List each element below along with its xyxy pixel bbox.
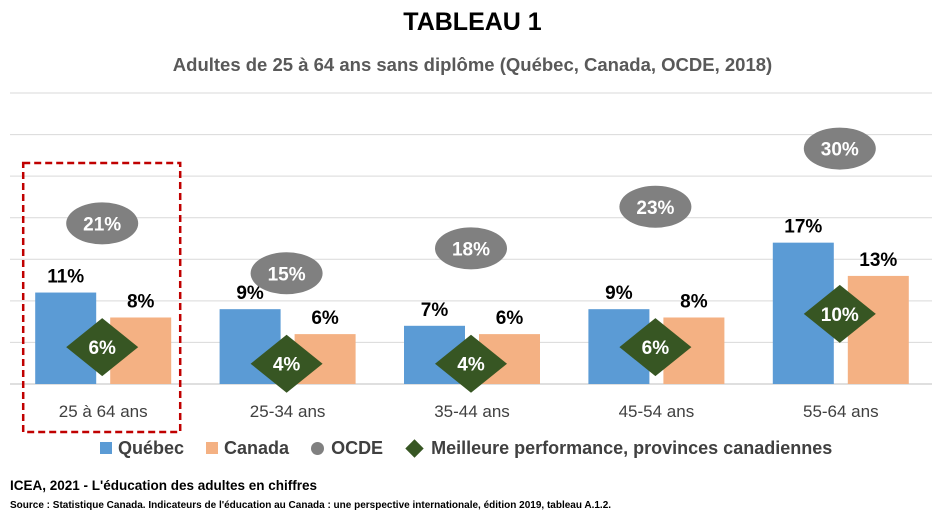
marker-best: [803, 284, 876, 343]
legend-item-canada: Canada: [206, 438, 289, 459]
footer-source: Source : Statistique Canada. Indicateurs…: [10, 500, 612, 511]
marker-best: [619, 318, 692, 377]
legend-item-ocde: OCDE: [311, 438, 383, 459]
highlight-box: [21, 161, 182, 434]
data-label-best: 10%: [821, 305, 859, 326]
marker-ocde: [619, 185, 692, 228]
chart-title: TABLEAU 1: [403, 8, 542, 36]
data-label-quebec: 11%: [47, 267, 84, 288]
marker-ocde: [250, 252, 323, 295]
chart-area: 11% 8% 21% 6% 25 à 64 ans 9% 6% 15% 4% 25-34 ans 7…: [10, 92, 932, 434]
legend-label-ocde: OCDE: [331, 437, 384, 458]
legend-label-quebec: Québec: [118, 437, 185, 458]
data-label-ocde: 30%: [821, 140, 859, 161]
category-label: 35-44 ans: [434, 402, 510, 421]
data-label-best: 4%: [273, 355, 301, 376]
data-label-quebec: 9%: [236, 283, 264, 304]
data-label-ocde: 15%: [268, 264, 306, 285]
bar-canada: [847, 275, 909, 384]
data-label-canada: 6%: [496, 308, 524, 329]
marker-ocde: [66, 202, 139, 245]
legend-marker-best: [405, 438, 424, 458]
legend-label-canada: Canada: [224, 437, 290, 458]
marker-best: [250, 334, 323, 393]
legend-label-best: Meilleure performance, provinces canadie…: [431, 437, 833, 458]
category-label: 25 à 64 ans: [59, 402, 148, 421]
legend-item-best: Meilleure performance, provinces canadie…: [405, 438, 832, 459]
legend-swatch-canada: [206, 442, 219, 454]
data-label-ocde: 18%: [452, 239, 490, 260]
data-label-quebec: 7%: [421, 300, 449, 321]
marker-best: [66, 318, 139, 377]
chart-subtitle: Adultes de 25 à 64 ans sans diplôme (Qué…: [172, 54, 773, 75]
legend-swatch-quebec: [100, 442, 112, 454]
footer-credit: ICEA, 2021 - L'éducation des adultes en …: [10, 478, 318, 493]
data-label-canada: 6%: [311, 308, 339, 329]
data-label-best: 4%: [457, 355, 485, 376]
marker-best: [435, 334, 507, 393]
category-label: 25-34 ans: [250, 402, 326, 421]
data-label-canada: 8%: [680, 291, 708, 312]
legend-marker-ocde: [311, 441, 325, 455]
marker-ocde: [803, 127, 876, 170]
data-label-best: 6%: [88, 338, 116, 359]
category-label: 55-64 ans: [803, 402, 879, 421]
category-label: 45-54 ans: [619, 402, 695, 421]
data-label-ocde: 23%: [636, 198, 674, 219]
data-label-canada: 13%: [859, 250, 897, 271]
data-label-best: 6%: [642, 338, 670, 359]
data-label-quebec: 9%: [605, 283, 633, 304]
data-label-quebec: 17%: [784, 217, 822, 238]
legend-item-quebec: Québec: [100, 438, 184, 459]
marker-ocde: [435, 227, 507, 270]
legend: Québec Canada OCDE Meilleure performance…: [100, 436, 854, 460]
data-label-ocde: 21%: [83, 214, 121, 235]
data-label-canada: 8%: [127, 291, 155, 312]
